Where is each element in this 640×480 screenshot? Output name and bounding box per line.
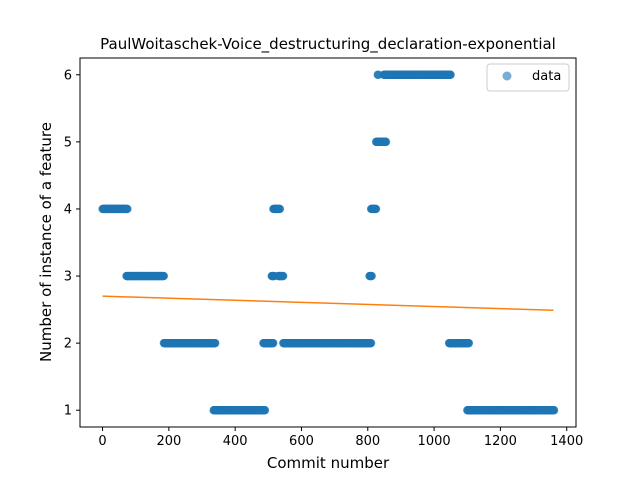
data-point (446, 70, 455, 79)
x-tick-label: 800 (355, 434, 380, 449)
data-point (549, 406, 559, 415)
data-point (260, 406, 270, 415)
y-tick-label: 2 (64, 337, 72, 352)
legend-marker-data (502, 71, 512, 81)
x-tick-label: 1200 (484, 434, 517, 449)
data-point (371, 204, 381, 214)
x-tick-label: 1000 (418, 434, 451, 449)
data-point (279, 271, 288, 281)
data-point (275, 204, 285, 214)
data-point (269, 338, 278, 348)
data-point (123, 204, 132, 214)
data-point (381, 137, 391, 147)
y-axis-ticks: 1 2 3 4 5 6 (64, 68, 80, 419)
x-tick-label: 0 (98, 434, 106, 449)
x-tick-label: 1400 (550, 434, 583, 449)
axes-frame (79, 57, 577, 428)
chart-title: PaulWoitaschek-Voice_destructuring_decla… (100, 35, 556, 54)
x-tick-label: 200 (156, 434, 181, 449)
y-tick-label: 4 (64, 202, 72, 217)
y-tick-label: 5 (64, 135, 72, 150)
y-tick-label: 6 (64, 68, 72, 83)
y-axis-label: Number of instance of a feature (37, 122, 55, 362)
x-tick-label: 400 (223, 434, 248, 449)
legend-label-data: data (532, 69, 561, 84)
data-point (367, 271, 376, 281)
plot-area (98, 70, 559, 415)
data-point (366, 338, 376, 348)
data-point (211, 338, 220, 348)
legend-box (486, 63, 570, 92)
y-tick-label: 3 (64, 270, 72, 285)
fit-line (102, 295, 554, 312)
x-axis-label: Commit number (267, 454, 390, 472)
x-axis-ticks: 0 200 400 600 800 1000 1200 1400 (98, 427, 583, 449)
data-point (159, 271, 169, 281)
x-tick-label: 600 (289, 434, 314, 449)
y-tick-label: 1 (64, 404, 72, 419)
data-point (464, 338, 474, 348)
legend: data (486, 63, 570, 92)
